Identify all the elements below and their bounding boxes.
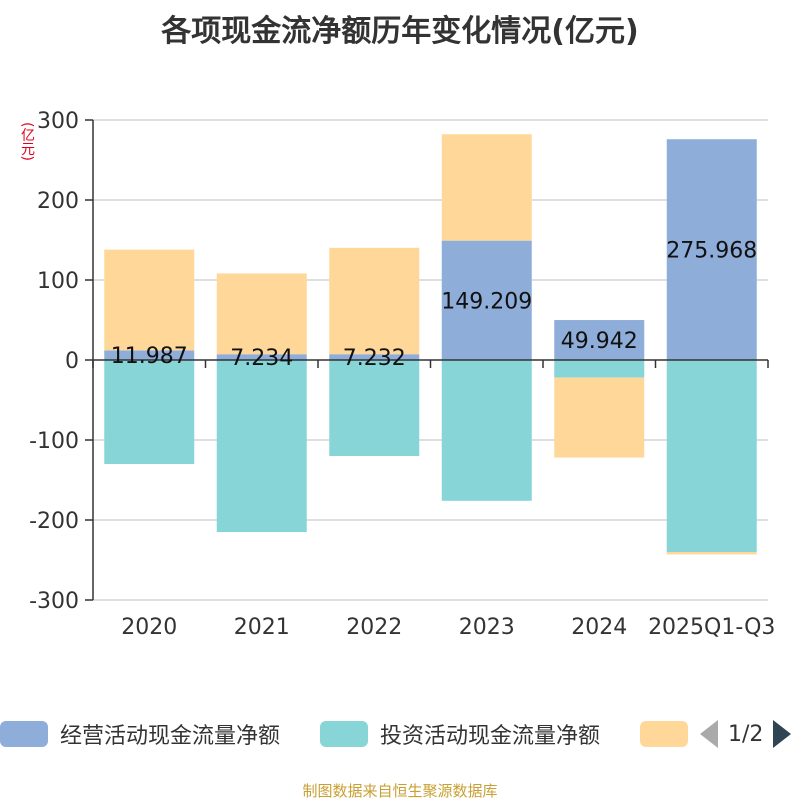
x-tick-label: 2021 bbox=[234, 615, 290, 640]
data-label: 149.209 bbox=[441, 289, 532, 314]
legend-label-investing: 投资活动现金流量净额 bbox=[380, 724, 601, 749]
y-tick-label: -300 bbox=[29, 589, 79, 614]
bar-segment-1 bbox=[441, 240, 532, 360]
x-tick-label: 2023 bbox=[459, 615, 515, 640]
x-tick-label: 2025Q1-Q3 bbox=[648, 615, 775, 640]
bar-segment-3 bbox=[104, 249, 195, 351]
y-tick-label: 0 bbox=[65, 349, 79, 374]
y-axis-unit: (亿元) bbox=[19, 122, 35, 161]
legend-pager: 1/2 bbox=[700, 716, 792, 752]
legend-swatch-operating bbox=[0, 721, 48, 747]
bar-segment-2 bbox=[216, 360, 307, 532]
axis-layer: 300 200 100 0 -100 -200 -300 2020 2021 2022 2023 20… bbox=[29, 109, 775, 640]
bar-segment-3 bbox=[666, 552, 757, 555]
legend-next-icon[interactable] bbox=[773, 720, 792, 748]
bar-segment-3 bbox=[216, 273, 307, 355]
bar-segment-1 bbox=[216, 354, 307, 360]
legend-prev-icon[interactable] bbox=[700, 720, 718, 748]
y-tick-label: -200 bbox=[29, 509, 79, 534]
data-label: 49.942 bbox=[561, 329, 638, 354]
data-label: 7.234 bbox=[230, 346, 293, 371]
bar-segment-3 bbox=[329, 247, 420, 355]
data-label: 275.968 bbox=[666, 239, 757, 264]
chart-title: 各项现金流净额历年变化情况(亿元) bbox=[161, 14, 639, 49]
legend-swatch-financing bbox=[640, 721, 688, 747]
x-tick-label: 2022 bbox=[346, 615, 402, 640]
bar-segment-1 bbox=[104, 350, 195, 360]
bars-layer bbox=[104, 134, 757, 555]
bar-segment-1 bbox=[329, 354, 420, 360]
bar-segment-2 bbox=[441, 360, 532, 501]
bar-segment-2 bbox=[554, 360, 645, 378]
bar-segment-2 bbox=[329, 360, 420, 456]
bar-chart: 300 200 100 0 -100 -200 -300 2020 2021 2022 2023 20… bbox=[29, 109, 775, 640]
legend-item-operating[interactable]: 经营活动现金流量净额 bbox=[0, 716, 280, 752]
legend-item-investing[interactable]: 投资活动现金流量净额 bbox=[320, 716, 600, 752]
x-tick-label: 2020 bbox=[121, 615, 177, 640]
legend-page-indicator: 1/2 bbox=[728, 721, 764, 747]
y-tick-label: 300 bbox=[37, 109, 79, 134]
grid-layer bbox=[93, 119, 768, 601]
y-tick-label: 100 bbox=[37, 269, 79, 294]
bar-segment-2 bbox=[104, 360, 195, 464]
labels-layer: 11.987 7.234 7.232 149.209 49.942 275.968 bbox=[111, 239, 757, 371]
y-tick-label: 200 bbox=[37, 189, 79, 214]
bar-segment-3 bbox=[554, 377, 645, 458]
legend-label-operating: 经营活动现金流量净额 bbox=[60, 724, 281, 749]
x-tick-label: 2024 bbox=[571, 615, 627, 640]
data-label: 7.232 bbox=[343, 346, 406, 371]
legend: 经营活动现金流量净额 投资活动现金流量净额 1/2 bbox=[0, 716, 800, 756]
y-tick-label: -100 bbox=[29, 429, 79, 454]
bar-segment-1 bbox=[666, 139, 757, 360]
data-source-note: 制图数据来自恒生聚源数据库 bbox=[302, 782, 498, 800]
bar-segment-1 bbox=[554, 320, 645, 360]
legend-item-financing[interactable] bbox=[640, 716, 700, 752]
bar-segment-3 bbox=[441, 134, 532, 241]
legend-swatch-investing bbox=[320, 721, 368, 747]
bar-segment-2 bbox=[666, 360, 757, 552]
data-label: 11.987 bbox=[111, 344, 188, 369]
